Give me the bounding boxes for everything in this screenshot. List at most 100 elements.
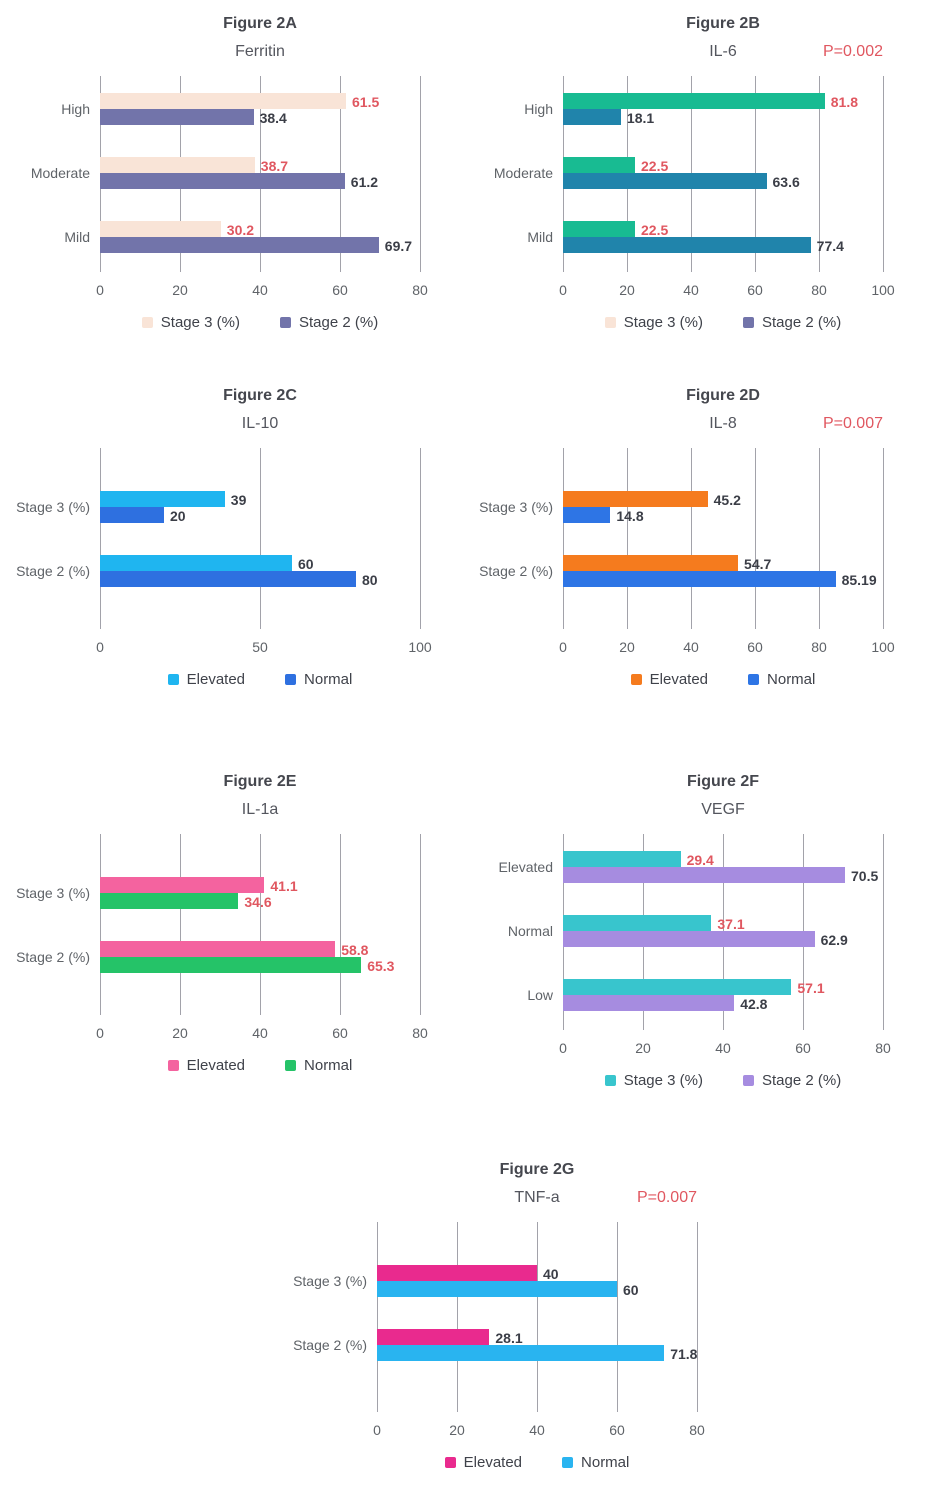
category-label: Mild	[527, 229, 553, 245]
legend-item-stage-2[interactable]: Stage 2 (%)	[743, 314, 841, 331]
bar-normal[interactable]	[100, 507, 164, 523]
legend-item-elevated[interactable]: Elevated	[167, 1057, 245, 1074]
category-label: Stage 3 (%)	[479, 499, 553, 515]
legend-label: Stage 2 (%)	[299, 314, 379, 331]
chart-header: Figure 2E IL-1a	[100, 758, 420, 820]
category-label: Stage 2 (%)	[479, 563, 553, 579]
bar-normal[interactable]	[100, 957, 362, 973]
legend-item-normal[interactable]: Normal	[285, 1057, 352, 1074]
bar-value-label: 14.8	[616, 508, 644, 524]
legend-swatch-icon	[141, 317, 153, 328]
legend-item-stage-3[interactable]: Stage 3 (%)	[141, 314, 240, 331]
bar-elevated[interactable]	[563, 491, 708, 507]
bar-stage-2[interactable]	[563, 995, 735, 1011]
x-tick-label: 0	[373, 1422, 381, 1438]
bar-value-label: 28.1	[495, 1330, 523, 1346]
bar-stage-3[interactable]	[563, 915, 712, 931]
category-label: Stage 3 (%)	[293, 1273, 367, 1289]
bar-stage-3[interactable]	[563, 221, 635, 237]
bar-value-label: 18.1	[626, 110, 655, 126]
bar-value-label: 22.5	[641, 222, 669, 238]
bar-value-label: 37.1	[717, 916, 745, 932]
bar-stage-2[interactable]	[563, 931, 815, 947]
gridline	[883, 834, 884, 1030]
figure-title: Figure 2C	[223, 387, 297, 404]
chart-figure-2a-ferritin: Figure 2A Ferritin High 61.5 38.4 Moderate 3…	[0, 0, 470, 331]
bar-normal[interactable]	[100, 893, 239, 909]
bar-elevated[interactable]	[377, 1265, 537, 1281]
legend-item-normal[interactable]: Normal	[748, 671, 815, 688]
gridline	[819, 448, 820, 629]
bar-stage-2[interactable]	[563, 173, 767, 189]
bar-normal[interactable]	[563, 507, 611, 523]
legend-item-stage-2[interactable]: Stage 2 (%)	[280, 314, 378, 331]
bar-value-label: 62.9	[820, 932, 848, 948]
bar-stage-3[interactable]	[563, 157, 635, 173]
bar-elevated[interactable]	[563, 555, 739, 571]
x-tick-label: 50	[252, 639, 268, 655]
bar-elevated[interactable]	[100, 555, 292, 571]
x-tick-label: 80	[412, 1025, 428, 1041]
legend: Elevated Normal	[100, 1057, 420, 1074]
legend-item-elevated[interactable]: Elevated	[630, 671, 708, 688]
chart-figure-2f-vegf: Figure 2F VEGF Elevated 29.4 70.5 Normal 37.…	[463, 758, 933, 1089]
bar-normal[interactable]	[563, 571, 836, 587]
bar-normal[interactable]	[377, 1345, 665, 1361]
legend-item-normal[interactable]: Normal	[562, 1454, 629, 1471]
chart-figure-2c-il10: Figure 2C IL-10 Stage 3 (%) 39 20 Stage 2 (…	[0, 372, 470, 688]
legend-item-elevated[interactable]: Elevated	[167, 671, 245, 688]
legend: Stage 3 (%) Stage 2 (%)	[563, 1072, 883, 1089]
legend-item-stage-3[interactable]: Stage 3 (%)	[604, 314, 703, 331]
legend: Elevated Normal	[100, 671, 420, 688]
plot-area: Stage 3 (%) 39 20 Stage 2 (%) 60 80	[16, 448, 421, 629]
bar-stage-3[interactable]	[100, 221, 221, 237]
x-tick-label: 40	[529, 1422, 545, 1438]
bar-stage-3[interactable]	[563, 93, 825, 109]
bar-stage-2[interactable]	[563, 109, 621, 125]
bar-normal[interactable]	[377, 1281, 617, 1297]
bar-elevated[interactable]	[377, 1329, 490, 1345]
bar-stage-2[interactable]	[100, 173, 345, 189]
x-axis-ticks: 0 20 40 60 80	[96, 1023, 428, 1043]
bar-value-label: 20	[170, 508, 186, 524]
x-tick-label: 0	[559, 282, 567, 298]
bar-stage-3[interactable]	[100, 93, 346, 109]
bar-stage-2[interactable]	[100, 109, 254, 125]
gridline	[420, 76, 421, 272]
bar-elevated[interactable]	[100, 491, 225, 507]
bar-value-label: 60	[623, 1282, 639, 1298]
legend-item-normal[interactable]: Normal	[285, 671, 352, 688]
bar-value-label: 29.4	[686, 852, 714, 868]
bar-elevated[interactable]	[100, 877, 265, 893]
x-axis-ticks: 0 20 40 60 80	[96, 280, 428, 300]
category-label: Stage 3 (%)	[16, 885, 90, 901]
bar-stage-3[interactable]	[563, 851, 681, 867]
gridline	[755, 448, 756, 629]
bar-value-label: 45.2	[713, 492, 741, 508]
plot-area: Stage 3 (%) 40 60 Stage 2 (%) 28.1 71.8	[293, 1222, 698, 1412]
legend-item-stage-2[interactable]: Stage 2 (%)	[743, 1072, 841, 1089]
x-tick-label: 100	[408, 639, 432, 655]
category-label: Elevated	[498, 859, 553, 875]
legend-item-stage-3[interactable]: Stage 3 (%)	[604, 1072, 703, 1089]
bar-normal[interactable]	[100, 571, 356, 587]
legend: Elevated Normal	[563, 671, 883, 688]
bar-stage-2[interactable]	[100, 237, 379, 253]
legend-item-elevated[interactable]: Elevated	[444, 1454, 522, 1471]
bar-stage-2[interactable]	[563, 237, 811, 253]
x-tick-label: 0	[96, 1025, 104, 1041]
bar-value-label: 42.8	[740, 996, 768, 1012]
figure-subtitle: VEGF	[701, 801, 745, 818]
x-tick-label: 60	[609, 1422, 625, 1438]
chart-header: Figure 2C IL-10	[100, 372, 420, 434]
bar-value-label: 57.1	[797, 980, 825, 996]
category-label: Stage 2 (%)	[293, 1337, 367, 1353]
bar-stage-3[interactable]	[563, 979, 792, 995]
chart-header: Figure 2D IL-8 P=0.007	[563, 372, 883, 434]
bar-stage-2[interactable]	[563, 867, 845, 883]
x-tick-label: 60	[795, 1040, 811, 1056]
bar-stage-3[interactable]	[100, 157, 255, 173]
legend: Stage 3 (%) Stage 2 (%)	[100, 314, 420, 331]
category-label: Stage 2 (%)	[16, 949, 90, 965]
bar-elevated[interactable]	[100, 941, 336, 957]
